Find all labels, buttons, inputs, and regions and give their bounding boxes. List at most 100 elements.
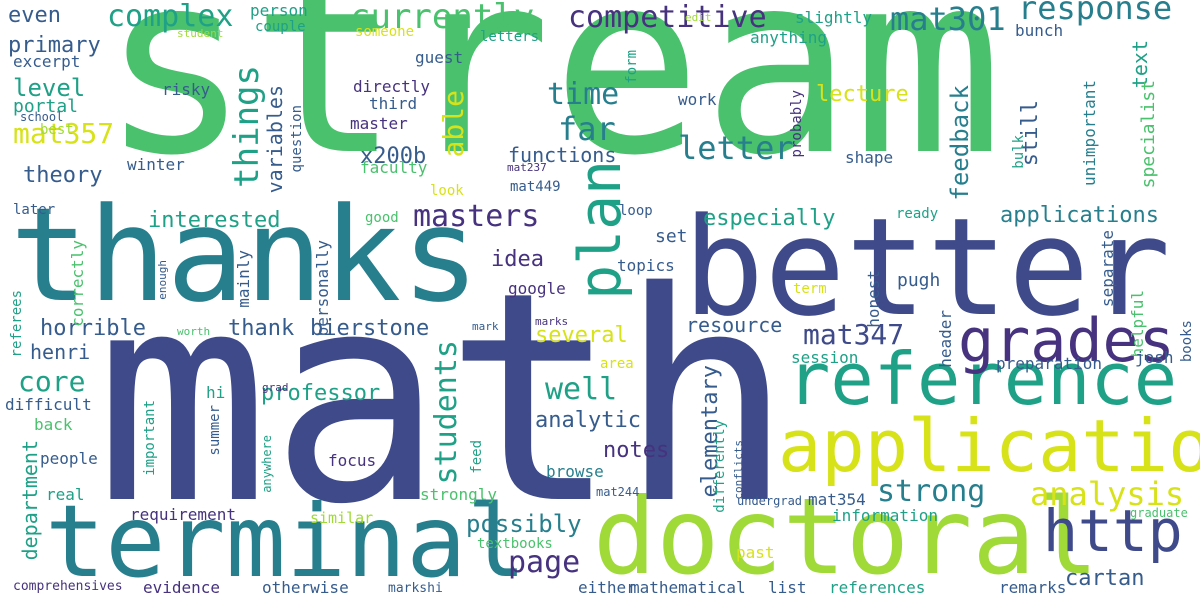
cloud-word: undergrad [737, 494, 803, 508]
cloud-word: later [13, 202, 56, 218]
cloud-word: students [429, 340, 464, 485]
cloud-word: masters [413, 199, 540, 234]
cloud-word: mathematical [630, 578, 746, 597]
cloud-word: interested [148, 208, 281, 233]
cloud-word: school [20, 110, 64, 124]
cloud-word: plan [566, 160, 634, 300]
cloud-word: competitive [568, 0, 767, 35]
cloud-word: books [1179, 320, 1195, 363]
cloud-word: area [600, 356, 634, 372]
cloud-word: past [736, 543, 775, 562]
cloud-word: primary [8, 33, 101, 58]
cloud-word: separate [1098, 230, 1117, 308]
cloud-word: either [578, 578, 636, 597]
cloud-word: comprehensives [13, 579, 123, 594]
cloud-word: possibly [466, 510, 582, 538]
cloud-word: hi [206, 383, 226, 402]
cloud-word: ready [896, 206, 939, 222]
cloud-word: real [46, 485, 85, 504]
cloud-word: loop [619, 203, 653, 219]
cloud-word: information [832, 506, 938, 525]
cloud-word: otherwise [262, 578, 349, 597]
cloud-word: probably [789, 90, 805, 158]
cloud-word: student [177, 27, 224, 40]
cloud-word: couple [255, 19, 306, 35]
cloud-word: conflicts [732, 440, 745, 500]
cloud-word: good [365, 210, 399, 226]
cloud-word: guest [415, 48, 464, 67]
cloud-word: textbooks [477, 536, 553, 552]
cloud-word: risky [162, 80, 211, 99]
cloud-word: level [13, 74, 86, 102]
cloud-word: worth [177, 325, 211, 338]
cloud-word: third [369, 94, 418, 113]
cloud-word: functions [508, 143, 617, 167]
cloud-word: professor [261, 381, 381, 406]
cloud-word: pugh [897, 270, 941, 291]
cloud-word: set [655, 226, 688, 247]
cloud-word: stream [100, 0, 1004, 210]
cloud-word: person [250, 1, 308, 20]
cloud-word: focus [328, 451, 377, 470]
cloud-word: shape [845, 148, 894, 167]
cloud-word: back [34, 415, 73, 434]
cloud-word: faculty [360, 158, 428, 177]
cloud-word: thank [228, 316, 295, 341]
cloud-word: excerpt [13, 52, 81, 71]
cloud-word: letter [678, 129, 794, 167]
cloud-word: bulk [1011, 135, 1027, 169]
cloud-word: bierstone [310, 316, 430, 341]
cloud-word: enough [156, 260, 169, 300]
cloud-word: referees [9, 290, 25, 358]
cloud-word: someone [355, 24, 415, 40]
cloud-word: remarks [999, 578, 1067, 597]
cloud-word: term [793, 281, 827, 297]
cloud-word: letters [480, 29, 540, 45]
cloud-word: terminal [45, 483, 527, 600]
cloud-word: core [18, 365, 86, 398]
cloud-word: session [791, 348, 859, 367]
cloud-word: analysis [1030, 475, 1185, 513]
cloud-word: portal [13, 96, 79, 117]
cloud-word: resource [686, 313, 783, 337]
cloud-word: look [430, 183, 464, 199]
cloud-word: mat347 [803, 318, 905, 351]
cloud-word: currently [350, 0, 535, 37]
cloud-word: analytic [535, 408, 641, 433]
cloud-word: math [95, 231, 794, 568]
cloud-word: best [40, 122, 74, 138]
cloud-word: anywhere [260, 435, 274, 493]
cloud-word: complex [107, 0, 234, 34]
cloud-word: honest [864, 270, 883, 328]
cloud-word: winter [127, 155, 185, 174]
cloud-word: time [547, 77, 620, 112]
cloud-word: unimportant [1080, 80, 1099, 186]
cloud-word: evidence [143, 578, 221, 597]
cloud-word: idea [491, 247, 544, 272]
cloud-word: difficult [5, 395, 92, 414]
cloud-word: several [535, 323, 628, 348]
cloud-word: edit [685, 11, 712, 24]
cloud-word: grades [958, 306, 1175, 376]
cloud-word: mat244 [596, 485, 640, 499]
cloud-word: horrible [40, 316, 146, 341]
cloud-word: theory [23, 163, 103, 188]
cloud-word: list [768, 578, 807, 597]
cloud-word: differently [712, 420, 728, 513]
cloud-word: browse [546, 462, 604, 481]
cloud-word: summer [207, 405, 223, 456]
cloud-word: form [624, 50, 640, 84]
cloud-word: doctoral [593, 476, 1099, 598]
cloud-word: strongly [420, 485, 498, 504]
cloud-word: work [678, 90, 717, 109]
cloud-word: graduate [1130, 506, 1188, 520]
cloud-word: especially [703, 206, 836, 231]
cloud-word: people [40, 449, 98, 468]
cloud-word: anything [750, 28, 828, 47]
cloud-word: mat449 [510, 179, 561, 195]
cloud-word: josh [1135, 348, 1174, 367]
cloud-word: page [508, 545, 581, 580]
cloud-word: correctly [68, 240, 87, 327]
cloud-word: reference [787, 337, 1178, 421]
